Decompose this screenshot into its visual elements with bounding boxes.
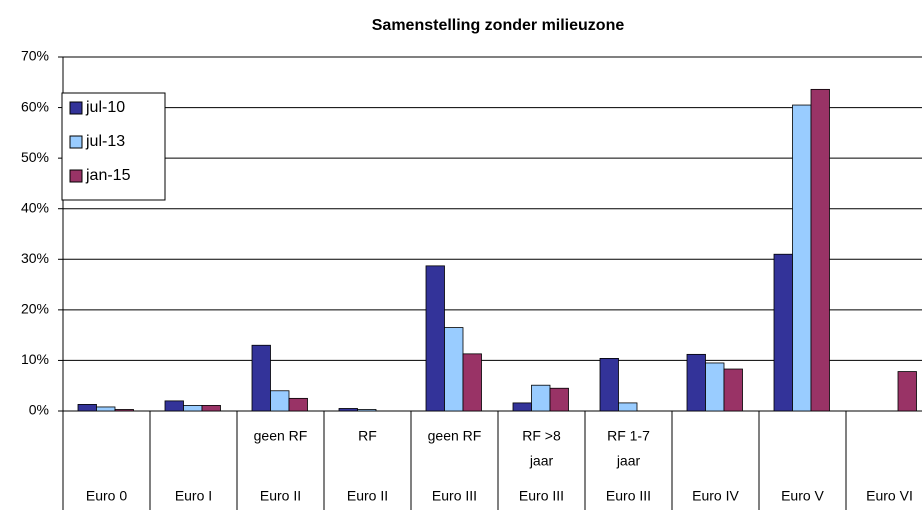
bar <box>462 353 482 412</box>
x-sublabel: RF <box>358 428 377 444</box>
bar <box>288 397 308 412</box>
y-tick-label: 20% <box>21 301 49 317</box>
y-tick-label: 60% <box>21 98 49 114</box>
x-sublabel: jaar <box>616 453 641 469</box>
bar <box>444 327 464 412</box>
bar <box>705 362 725 412</box>
legend-label: jan-15 <box>85 167 131 184</box>
legend-swatch <box>69 135 83 149</box>
legend-swatch <box>69 169 83 183</box>
bar <box>357 409 377 412</box>
x-tick-label: Euro II <box>347 488 388 504</box>
bar <box>723 368 743 412</box>
x-tick-label: Euro II <box>260 488 301 504</box>
bar <box>686 353 706 412</box>
x-sublabel: RF >8 <box>522 428 561 444</box>
legend-swatch <box>69 101 83 115</box>
y-tick-label: 30% <box>21 250 49 266</box>
x-sublabel: jaar <box>529 453 554 469</box>
bar <box>183 405 203 412</box>
x-tick-label: Euro V <box>781 488 824 504</box>
bar <box>792 104 812 412</box>
bar <box>599 358 619 412</box>
y-tick-label: 0% <box>29 402 49 418</box>
bar <box>897 371 917 412</box>
bar <box>425 265 445 412</box>
x-sublabel: RF 1-7 <box>607 428 650 444</box>
bar <box>270 390 290 412</box>
bar <box>201 405 221 412</box>
x-tick-label: Euro IV <box>692 488 739 504</box>
legend-label: jul-13 <box>85 133 125 150</box>
bar <box>773 253 793 412</box>
y-tick-label: 40% <box>21 199 49 215</box>
bar <box>114 409 134 412</box>
y-tick-label: 10% <box>21 351 49 367</box>
x-tick-label: Euro 0 <box>86 488 127 504</box>
bar <box>531 384 551 412</box>
bar <box>96 406 116 412</box>
bar <box>77 404 97 412</box>
x-tick-label: Euro I <box>175 488 212 504</box>
bar <box>512 402 532 412</box>
bar <box>618 402 638 412</box>
chart-title: Samenstelling zonder milieuzone <box>372 17 625 34</box>
x-tick-label: Euro III <box>432 488 477 504</box>
bar <box>251 344 271 412</box>
bar <box>810 88 830 412</box>
x-sublabel: geen RF <box>254 428 308 444</box>
y-tick-label: 70% <box>21 48 49 64</box>
bar <box>338 408 358 412</box>
x-sublabel: geen RF <box>428 428 482 444</box>
legend-label: jul-10 <box>85 99 125 116</box>
x-tick-label: Euro III <box>606 488 651 504</box>
x-tick-label: Euro VI <box>866 488 913 504</box>
bar <box>549 387 569 412</box>
y-tick-label: 50% <box>21 149 49 165</box>
bar <box>164 400 184 412</box>
x-tick-label: Euro III <box>519 488 564 504</box>
